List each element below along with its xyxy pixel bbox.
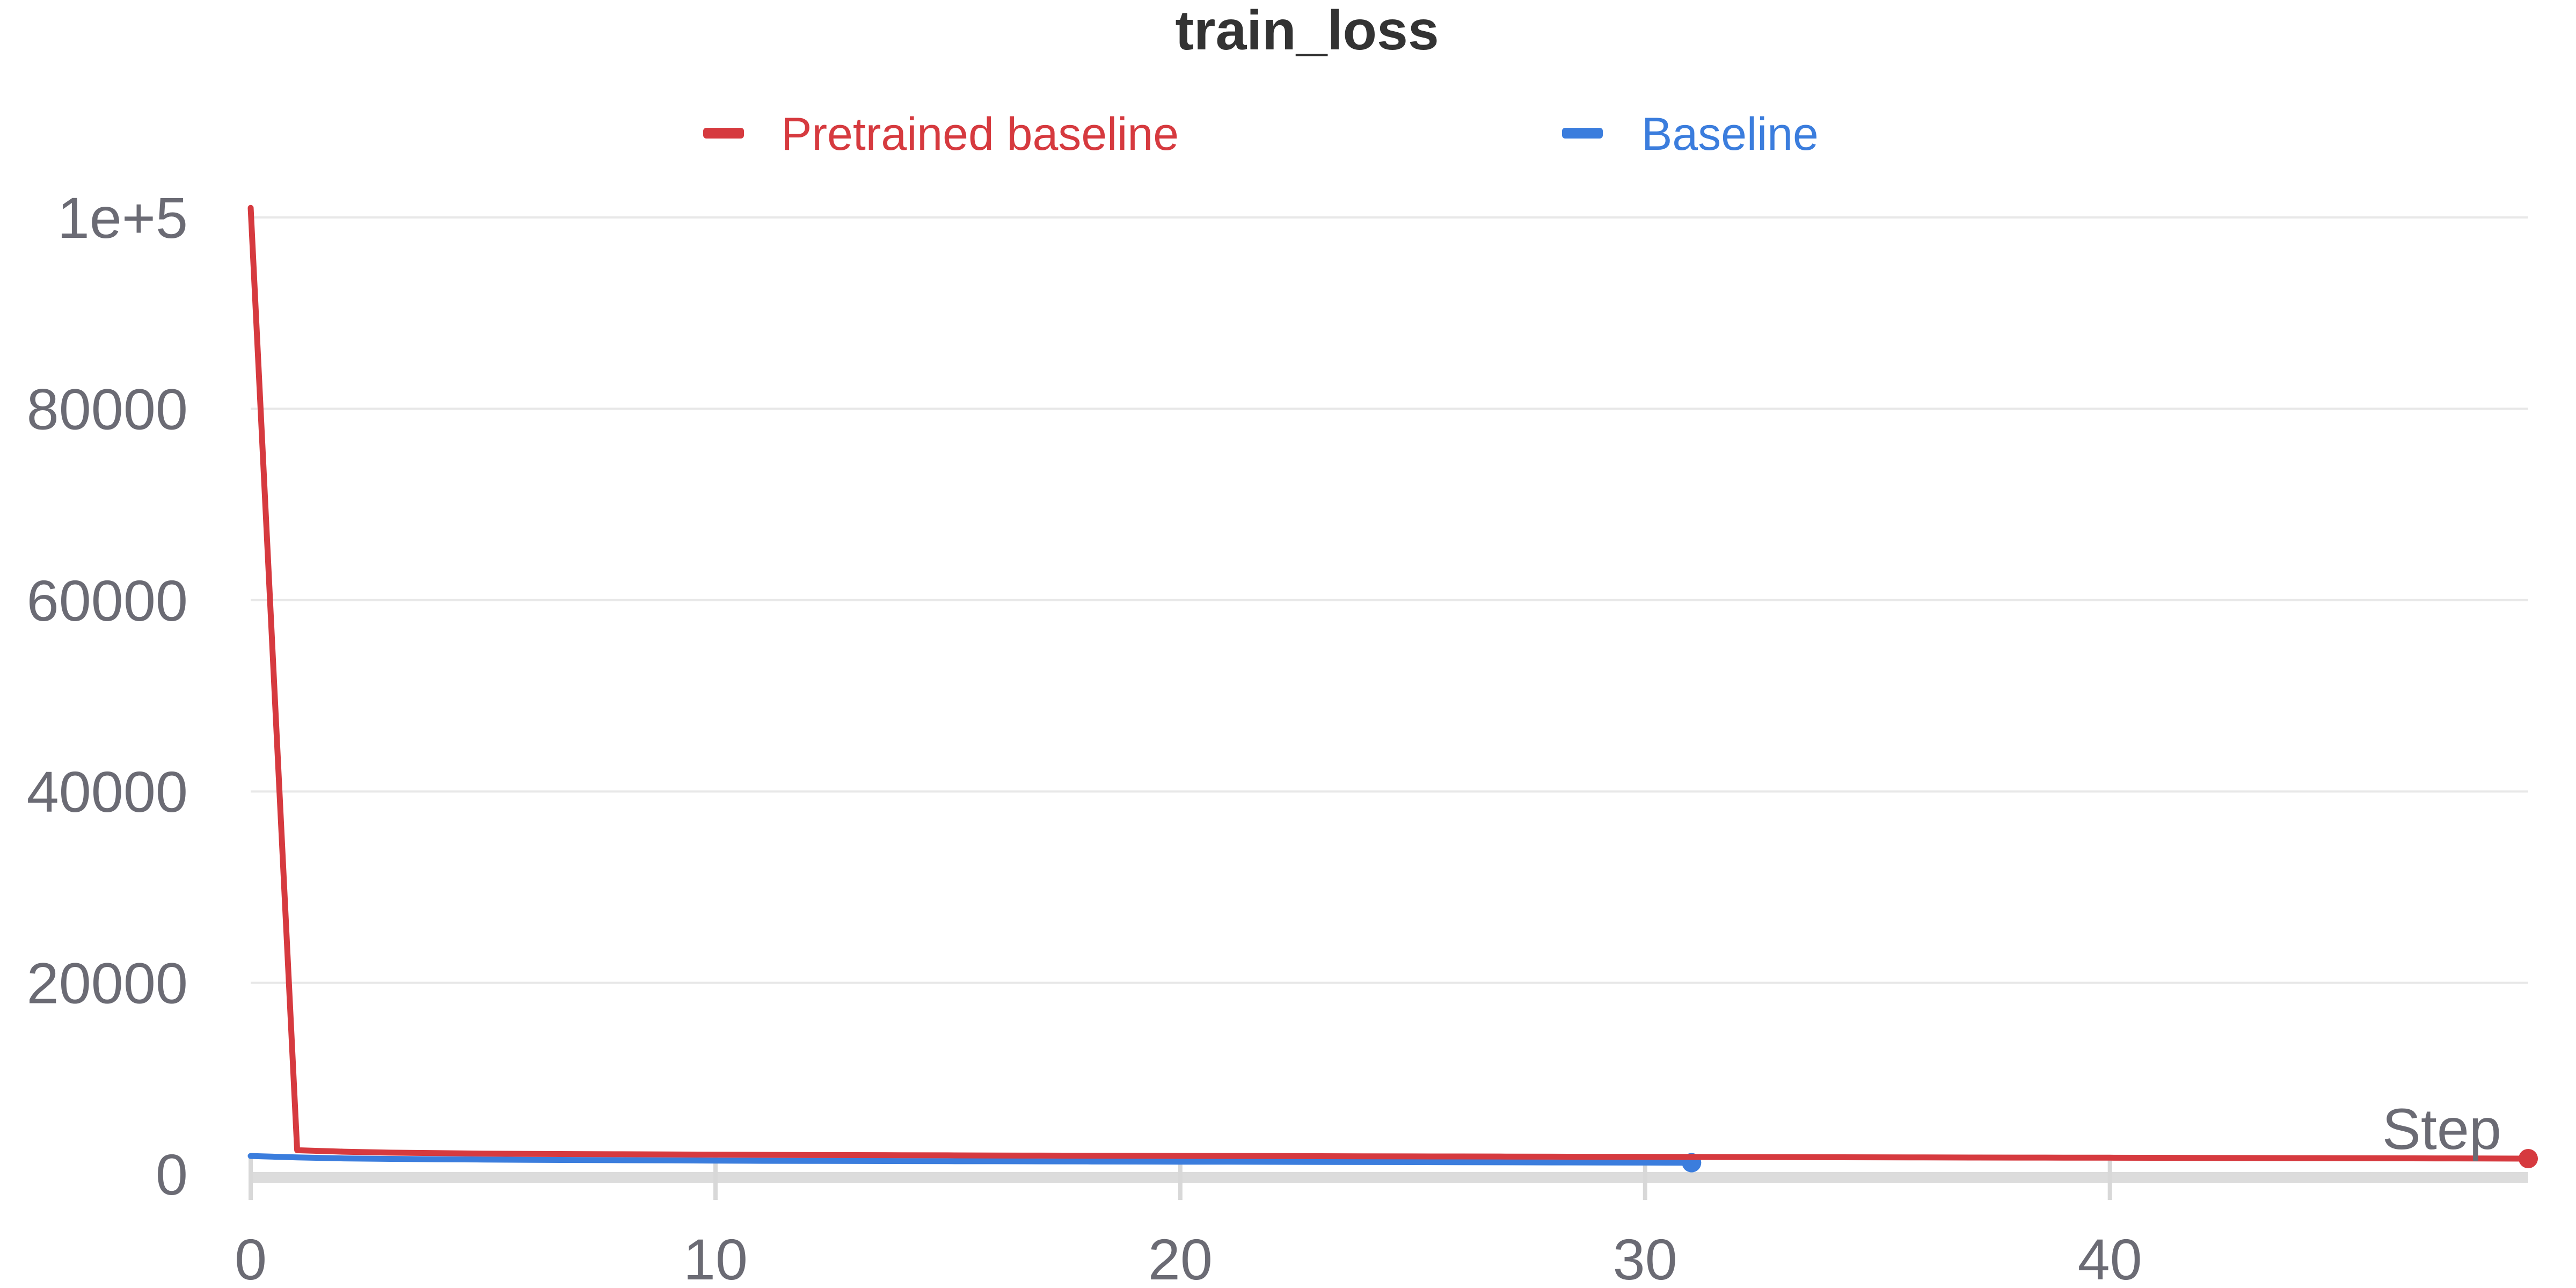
- y-tick-label: 60000: [27, 568, 188, 633]
- x-tick-label: 20: [1148, 1227, 1213, 1288]
- x-axis-title: Step: [2382, 1096, 2501, 1161]
- series-line-baseline: [247, 1153, 1695, 1166]
- gridlines: [251, 216, 2528, 984]
- x-tick-label: 40: [2078, 1227, 2142, 1288]
- legend-swatch-baseline: [1562, 128, 1603, 139]
- y-tick-label: 0: [156, 1142, 188, 1207]
- x-tick-label: 10: [683, 1227, 748, 1288]
- legend-swatch-pretrained-baseline: [703, 128, 744, 139]
- y-axis: 0 20000 40000 60000 80000 1e+5: [27, 185, 188, 1207]
- x-tick-label: 0: [235, 1227, 267, 1288]
- x-tick-label: 30: [1613, 1227, 1677, 1288]
- y-tick-label: 80000: [27, 376, 188, 441]
- x-axis: 0 10 20 30 40: [235, 1155, 2528, 1288]
- chart-title: train_loss: [1175, 0, 1439, 62]
- legend-item-pretrained-baseline[interactable]: Pretrained baseline: [703, 108, 1179, 160]
- series-layer: [247, 205, 2538, 1173]
- series-line-pretrained-baseline: [247, 205, 2531, 1162]
- legend: Pretrained baseline Baseline: [703, 108, 1819, 160]
- legend-label-baseline: Baseline: [1641, 108, 1819, 160]
- series-end-marker-pretrained-baseline[interactable]: [2519, 1148, 2538, 1168]
- legend-label-pretrained-baseline: Pretrained baseline: [781, 108, 1179, 160]
- y-tick-label: 20000: [27, 951, 188, 1016]
- legend-item-baseline[interactable]: Baseline: [1562, 108, 1819, 160]
- y-tick-label: 1e+5: [57, 185, 188, 250]
- y-tick-label: 40000: [27, 759, 188, 824]
